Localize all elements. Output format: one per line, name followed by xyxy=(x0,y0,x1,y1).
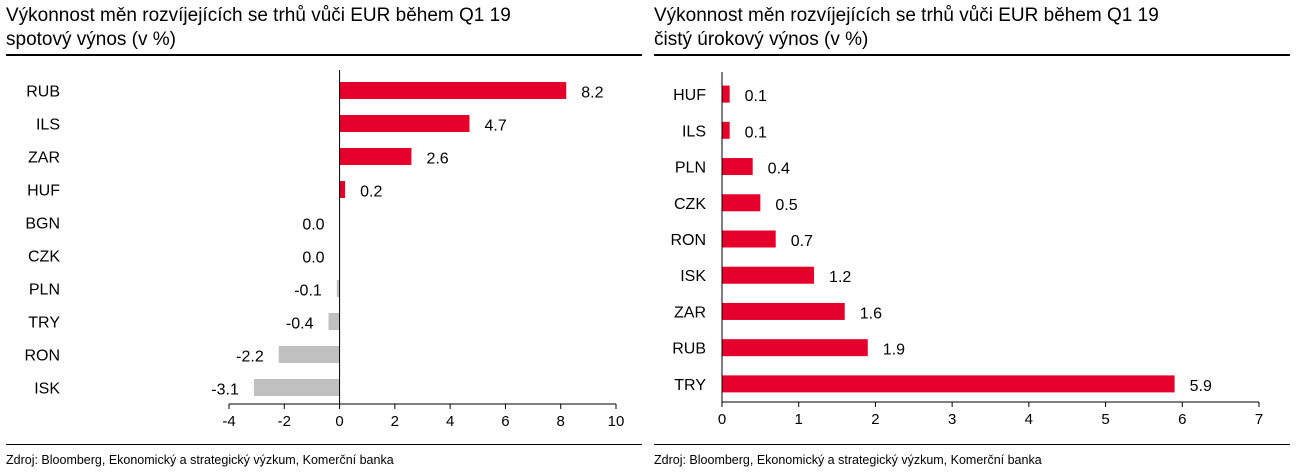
chart-title: Výkonnost měn rozvíjejících se trhů vůči… xyxy=(654,4,1159,52)
footer-rule xyxy=(6,444,642,445)
x-tick-label: 1 xyxy=(795,411,803,428)
data-label: 2.6 xyxy=(426,151,448,168)
category-label: HUF xyxy=(673,87,706,104)
data-label: 1.2 xyxy=(829,269,851,286)
x-tick-label: 4 xyxy=(446,413,454,430)
category-label: RUB xyxy=(26,84,60,101)
title-rule xyxy=(6,54,642,56)
data-label: 1.9 xyxy=(883,342,905,359)
source-note: Zdroj: Bloomberg, Ekonomický a strategic… xyxy=(654,453,1042,467)
bar xyxy=(339,181,346,198)
bar xyxy=(339,148,412,165)
data-label: 0.0 xyxy=(302,250,324,267)
data-label: 0.2 xyxy=(360,184,382,201)
bar xyxy=(722,121,730,139)
category-label: TRY xyxy=(28,315,60,332)
data-label: -3.1 xyxy=(211,382,239,399)
category-label: RON xyxy=(670,232,706,249)
category-label: BGN xyxy=(25,216,60,233)
category-label: ISK xyxy=(34,381,60,398)
bar xyxy=(328,313,340,330)
chart-title-line1: Výkonnost měn rozvíjejících se trhů vůči… xyxy=(654,5,1159,26)
chart-title: Výkonnost měn rozvíjejících se trhů vůči… xyxy=(6,4,511,52)
chart-subtitle: čistý úrokový výnos (v %) xyxy=(654,29,869,50)
data-label: 4.7 xyxy=(484,118,506,135)
category-label: PLN xyxy=(29,282,60,299)
category-label: ILS xyxy=(682,123,706,140)
bar xyxy=(722,158,753,176)
category-label: RUB xyxy=(672,341,706,358)
x-tick-label: 7 xyxy=(1255,411,1263,428)
x-tick-label: 3 xyxy=(948,411,956,428)
bar xyxy=(722,194,761,212)
data-label: -0.1 xyxy=(294,283,322,300)
x-tick-label: 6 xyxy=(1178,411,1186,428)
x-tick-label: -4 xyxy=(222,413,235,430)
bar xyxy=(336,280,340,297)
bar xyxy=(722,85,730,103)
title-rule xyxy=(654,54,1290,56)
x-tick-label: 0 xyxy=(718,411,726,428)
chart-title-line1: Výkonnost měn rozvíjejících se trhů vůči… xyxy=(6,5,511,26)
chart-panel-spot: Výkonnost měn rozvíjejících se trhů vůči… xyxy=(6,0,642,475)
category-label: ISK xyxy=(680,268,706,285)
source-note: Zdroj: Bloomberg, Ekonomický a strategic… xyxy=(6,453,394,467)
bar xyxy=(722,339,868,357)
x-tick-label: 8 xyxy=(557,413,565,430)
category-label: PLN xyxy=(675,160,706,177)
data-label: 1.6 xyxy=(860,305,882,322)
bar xyxy=(722,302,845,320)
chart-panel-carry: Výkonnost měn rozvíjejících se trhů vůči… xyxy=(654,0,1290,475)
x-tick-label: 10 xyxy=(608,413,625,430)
data-label: 8.2 xyxy=(581,85,603,102)
category-label: ZAR xyxy=(674,304,706,321)
x-tick-label: -2 xyxy=(278,413,291,430)
bar xyxy=(253,379,340,396)
data-label: -0.4 xyxy=(286,316,314,333)
data-label: 5.9 xyxy=(1190,378,1212,395)
data-label: 0.1 xyxy=(745,124,767,141)
x-tick-label: 4 xyxy=(1025,411,1033,428)
x-tick-label: 0 xyxy=(335,413,343,430)
bar xyxy=(722,230,776,248)
bar xyxy=(339,115,470,132)
bar xyxy=(339,82,567,99)
x-tick-label: 6 xyxy=(501,413,509,430)
data-label: 0.0 xyxy=(302,217,324,234)
category-label: CZK xyxy=(28,249,60,266)
data-label: 0.7 xyxy=(791,233,813,250)
chart-subtitle: spotový výnos (v %) xyxy=(6,29,176,50)
data-label: -2.2 xyxy=(236,349,264,366)
category-label: RON xyxy=(24,348,60,365)
x-tick-label: 2 xyxy=(871,411,879,428)
bar xyxy=(278,346,340,363)
data-label: 0.5 xyxy=(775,197,797,214)
footer-rule xyxy=(654,444,1290,445)
x-tick-label: 2 xyxy=(391,413,399,430)
data-label: 0.4 xyxy=(768,161,790,178)
bar-chart-carry: HUF 0.1 ILS 0.1 PLN 0.4 CZK 0.5 RON 0.7 ISK 1.2 ZAR 1… xyxy=(670,72,1263,428)
x-tick-label: 5 xyxy=(1101,411,1109,428)
category-label: ZAR xyxy=(28,150,60,167)
bar xyxy=(722,375,1175,393)
category-label: ILS xyxy=(36,117,60,134)
bar-chart-spot: RUB 8.2 ILS 4.7 ZAR 2.6 HUF 0.2 BGN 0.0 CZK 0.0 PLN -… xyxy=(24,70,625,430)
data-label: 0.1 xyxy=(745,88,767,105)
category-label: TRY xyxy=(674,377,706,394)
bar xyxy=(722,266,815,284)
category-label: HUF xyxy=(27,183,60,200)
category-label: CZK xyxy=(674,196,706,213)
